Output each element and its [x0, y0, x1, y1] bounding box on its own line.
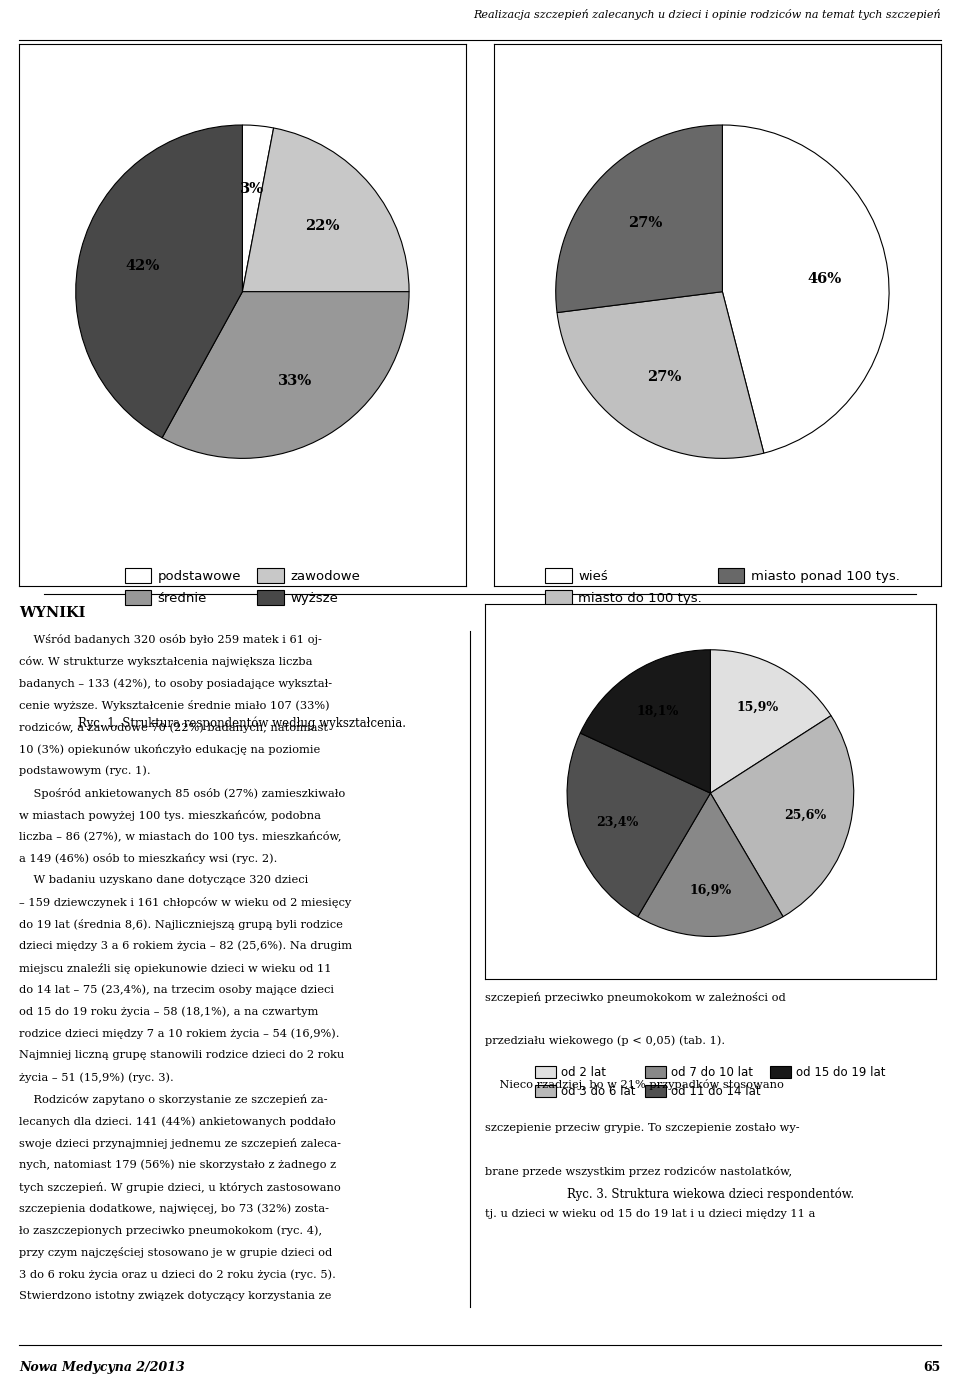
- Text: Najmniej liczną grupę stanowili rodzice dzieci do 2 roku: Najmniej liczną grupę stanowili rodzice …: [19, 1050, 345, 1060]
- Text: Nowa Medycyna 2/2013: Nowa Medycyna 2/2013: [19, 1361, 185, 1374]
- Text: ło zaszczepionych przeciwko pneumokokom (ryc. 4),: ło zaszczepionych przeciwko pneumokokom …: [19, 1225, 323, 1236]
- Text: w miastach powyżej 100 tys. mieszkańców, podobna: w miastach powyżej 100 tys. mieszkańców,…: [19, 810, 322, 821]
- Text: rodziców, a zawodowe 70 (22%) badanych, natomiast: rodziców, a zawodowe 70 (22%) badanych, …: [19, 722, 328, 733]
- Text: 27%: 27%: [647, 369, 682, 385]
- Text: 65: 65: [924, 1361, 941, 1374]
- Text: tj. u dzieci w wieku od 15 do 19 lat i u dzieci między 11 a: tj. u dzieci w wieku od 15 do 19 lat i u…: [485, 1210, 815, 1220]
- Legend: podstawowe, średnie, zawodowe, wyższe: podstawowe, średnie, zawodowe, wyższe: [120, 563, 365, 610]
- Wedge shape: [637, 793, 783, 936]
- Legend: od 2 lat, od 3 do 6 lat, od 7 do 10 lat, od 11 do 14 lat, od 15 do 19 lat: od 2 lat, od 3 do 6 lat, od 7 do 10 lat,…: [531, 1061, 890, 1103]
- Wedge shape: [557, 292, 764, 458]
- Legend: wieś, miasto do 100 tys., miasto ponad 100 tys.: wieś, miasto do 100 tys., miasto ponad 1…: [540, 563, 905, 610]
- Text: – 159 dziewczynek i 161 chłopców w wieku od 2 miesięcy: – 159 dziewczynek i 161 chłopców w wieku…: [19, 897, 351, 908]
- Text: tych szczepień. W grupie dzieci, u których zastosowano: tych szczepień. W grupie dzieci, u który…: [19, 1182, 341, 1193]
- Wedge shape: [567, 733, 710, 917]
- Text: 27%: 27%: [628, 217, 662, 231]
- Wedge shape: [722, 125, 889, 453]
- Text: lecanych dla dzieci. 141 (44%) ankietowanych poddało: lecanych dla dzieci. 141 (44%) ankietowa…: [19, 1115, 336, 1126]
- Text: 23,4%: 23,4%: [596, 815, 638, 829]
- Wedge shape: [162, 292, 409, 458]
- Text: przedziału wiekowego (p < 0,05) (tab. 1).: przedziału wiekowego (p < 0,05) (tab. 1)…: [485, 1036, 725, 1046]
- Text: Nieco rzadziej, bo w 21% przypadków stosowano: Nieco rzadziej, bo w 21% przypadków stos…: [485, 1079, 783, 1090]
- Wedge shape: [710, 650, 831, 793]
- Text: 22%: 22%: [304, 219, 339, 233]
- Text: swoje dzieci przynajmniej jednemu ze szczepień zaleca-: swoje dzieci przynajmniej jednemu ze szc…: [19, 1138, 341, 1149]
- Wedge shape: [242, 125, 274, 292]
- Text: życia – 51 (15,9%) (ryc. 3).: życia – 51 (15,9%) (ryc. 3).: [19, 1072, 174, 1083]
- Text: 33%: 33%: [277, 374, 312, 388]
- Text: szczepienia dodatkowe, najwięcej, bo 73 (32%) zosta-: szczepienia dodatkowe, najwięcej, bo 73 …: [19, 1203, 329, 1214]
- Text: 42%: 42%: [125, 258, 159, 274]
- Wedge shape: [710, 715, 853, 917]
- Text: Ryc. 1. Struktura respondentów według wykształcenia.: Ryc. 1. Struktura respondentów według wy…: [79, 717, 406, 731]
- Text: do 19 lat (średnia 8,6). Najliczniejszą grupą byli rodzice: do 19 lat (średnia 8,6). Najliczniejszą …: [19, 920, 343, 931]
- Text: WYNIKI: WYNIKI: [19, 607, 85, 621]
- Text: a 149 (46%) osób to mieszkańcy wsi (ryc. 2).: a 149 (46%) osób to mieszkańcy wsi (ryc.…: [19, 853, 277, 864]
- Text: Stwierdzono istotny związek dotyczący korzystania ze: Stwierdzono istotny związek dotyczący ko…: [19, 1292, 331, 1301]
- Text: szczepienie przeciw grypie. To szczepienie zostało wy-: szczepienie przeciw grypie. To szczepien…: [485, 1122, 800, 1132]
- Text: nych, natomiast 179 (56%) nie skorzystało z żadnego z: nych, natomiast 179 (56%) nie skorzystał…: [19, 1160, 336, 1171]
- Text: rodzice dzieci między 7 a 10 rokiem życia – 54 (16,9%).: rodzice dzieci między 7 a 10 rokiem życi…: [19, 1028, 340, 1039]
- Text: 46%: 46%: [807, 272, 842, 286]
- Text: szczepień przeciwko pneumokokom w zależności od: szczepień przeciwko pneumokokom w zależn…: [485, 992, 785, 1003]
- Text: Rodziców zapytano o skorzystanie ze szczepień za-: Rodziców zapytano o skorzystanie ze szcz…: [19, 1095, 327, 1106]
- Wedge shape: [580, 650, 710, 793]
- Wedge shape: [556, 125, 723, 313]
- Text: 25,6%: 25,6%: [784, 810, 827, 822]
- Text: przy czym najczęściej stosowano je w grupie dzieci od: przy czym najczęściej stosowano je w gru…: [19, 1247, 332, 1258]
- Text: Realizacja szczepień zalecanych u dzieci i opinie rodziców na temat tych szczepi: Realizacja szczepień zalecanych u dzieci…: [473, 10, 941, 19]
- Text: cenie wyższe. Wykształcenie średnie miało 107 (33%): cenie wyższe. Wykształcenie średnie miał…: [19, 700, 330, 711]
- Wedge shape: [76, 125, 243, 438]
- Text: liczba – 86 (27%), w miastach do 100 tys. mieszkańców,: liczba – 86 (27%), w miastach do 100 tys…: [19, 832, 342, 842]
- Text: Ryc. 3. Struktura wiekowa dzieci respondentów.: Ryc. 3. Struktura wiekowa dzieci respond…: [566, 1188, 854, 1201]
- Text: miejscu znaleźli się opiekunowie dzieci w wieku od 11: miejscu znaleźli się opiekunowie dzieci …: [19, 963, 332, 974]
- Text: 18,1%: 18,1%: [636, 704, 679, 718]
- Text: od 15 do 19 roku życia – 58 (18,1%), a na czwartym: od 15 do 19 roku życia – 58 (18,1%), a n…: [19, 1007, 319, 1017]
- Text: 10 (3%) opiekunów ukończyło edukację na poziomie: 10 (3%) opiekunów ukończyło edukację na …: [19, 745, 321, 754]
- Wedge shape: [242, 128, 409, 292]
- Text: 3 do 6 roku życia oraz u dzieci do 2 roku życia (ryc. 5).: 3 do 6 roku życia oraz u dzieci do 2 rok…: [19, 1270, 336, 1279]
- Text: Wśród badanych 320 osób było 259 matek i 61 oj-: Wśród badanych 320 osób było 259 matek i…: [19, 635, 322, 646]
- Text: W badaniu uzyskano dane dotyczące 320 dzieci: W badaniu uzyskano dane dotyczące 320 dz…: [19, 875, 308, 885]
- Text: Spośród ankietowanych 85 osób (27%) zamieszkiwało: Spośród ankietowanych 85 osób (27%) zami…: [19, 788, 346, 799]
- Text: dzieci między 3 a 6 rokiem życia – 82 (25,6%). Na drugim: dzieci między 3 a 6 rokiem życia – 82 (2…: [19, 940, 352, 951]
- Text: ców. W strukturze wykształcenia największa liczba: ców. W strukturze wykształcenia najwięks…: [19, 656, 313, 667]
- Text: 3%: 3%: [240, 182, 264, 196]
- Text: brane przede wszystkim przez rodziców nastolatków,: brane przede wszystkim przez rodziców na…: [485, 1167, 792, 1176]
- Text: Ryc. 2. Struktura respondentów według miejsca zamieszkania.: Ryc. 2. Struktura respondentów według mi…: [536, 717, 909, 731]
- Text: do 14 lat – 75 (23,4%), na trzecim osoby mające dzieci: do 14 lat – 75 (23,4%), na trzecim osoby…: [19, 985, 334, 995]
- Text: badanych – 133 (42%), to osoby posiadające wykształ-: badanych – 133 (42%), to osoby posiadają…: [19, 678, 332, 689]
- Text: 16,9%: 16,9%: [689, 883, 732, 897]
- Text: 15,9%: 15,9%: [736, 701, 779, 714]
- Text: podstawowym (ryc. 1).: podstawowym (ryc. 1).: [19, 765, 151, 776]
